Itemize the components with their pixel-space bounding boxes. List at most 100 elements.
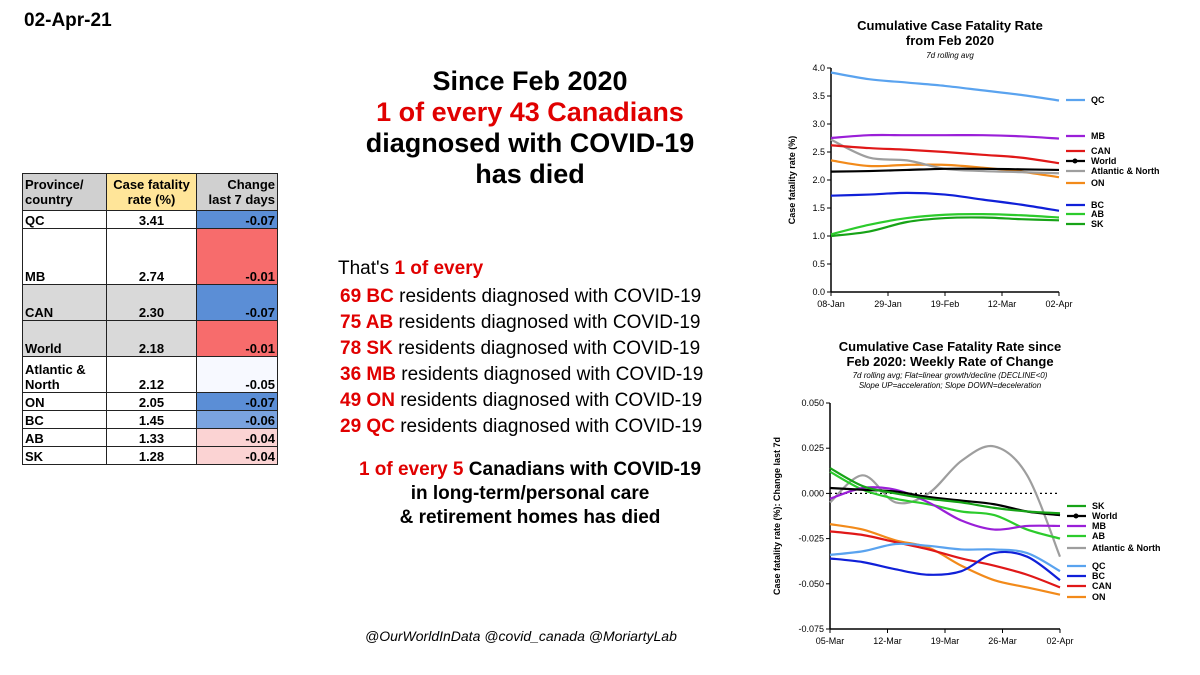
series-line	[830, 133, 1060, 140]
x-tick-label: 12-Mar	[873, 636, 902, 646]
legend-label: BC	[1091, 200, 1104, 210]
x-tick-label: 26-Mar	[988, 636, 1017, 646]
table-row: MB 2.74 -0.01	[22, 228, 278, 285]
change-cell: -0.07	[196, 284, 278, 321]
series-line	[829, 530, 1061, 589]
chart-title: Feb 2020: Weekly Rate of Change	[846, 354, 1053, 369]
province-cell: BC	[22, 410, 107, 429]
header-change: Change last 7 days	[196, 173, 278, 211]
y-tick-label: 1.5	[812, 203, 825, 213]
province-cell: Atlantic & North	[22, 356, 107, 393]
y-tick-label: 0.050	[801, 398, 824, 408]
legend-label: World	[1091, 156, 1116, 166]
y-tick-label: 2.5	[812, 147, 825, 157]
table-row: SK 1.28 -0.04	[22, 446, 278, 465]
legend-label: MB	[1091, 131, 1105, 141]
legend-label: QC	[1091, 95, 1105, 105]
legend-label: CAN	[1091, 146, 1111, 156]
province-cell: CAN	[22, 284, 107, 321]
x-tick-label: 19-Feb	[931, 299, 960, 309]
rate-cell: 2.05	[106, 392, 197, 411]
change-cell: -0.07	[196, 210, 278, 229]
resident-line: 36 MB residents diagnosed with COVID-19	[340, 364, 704, 385]
x-tick-label: 08-Jan	[817, 299, 845, 309]
change-cell: -0.04	[196, 428, 278, 447]
resident-line: 49 ON residents diagnosed with COVID-19	[340, 390, 703, 411]
change-cell: -0.01	[196, 320, 278, 357]
table-row: QC 3.41 -0.07	[22, 210, 278, 229]
resident-line: 29 QC residents diagnosed with COVID-19	[340, 416, 703, 437]
legend-marker	[1073, 513, 1079, 519]
change-cell: -0.05	[196, 356, 278, 393]
headline-line1: Since Feb 2020	[432, 66, 628, 96]
province-cell: ON	[22, 392, 107, 411]
table-row: ON 2.05 -0.07	[22, 392, 278, 411]
province-cell: SK	[22, 446, 107, 465]
rate-cell: 2.18	[106, 320, 197, 357]
headline: Since Feb 2020 1 of every 43 Canadians d…	[310, 66, 750, 190]
table-row: Atlantic & North 2.12 -0.05	[22, 356, 278, 393]
legend-label: World	[1092, 511, 1117, 521]
change-cell: -0.06	[196, 410, 278, 429]
rate-cell: 1.33	[106, 428, 197, 447]
legend-label: Atlantic & North	[1091, 166, 1160, 176]
change-cell: -0.07	[196, 392, 278, 411]
x-tick-label: 02-Apr	[1045, 299, 1072, 309]
x-tick-label: 29-Jan	[874, 299, 902, 309]
headline-line2: 1 of every 43 Canadians	[376, 97, 684, 127]
table-header-row: Province/country Case fatality rate (%) C…	[22, 173, 278, 211]
y-tick-label: 0.5	[812, 259, 825, 269]
series-line	[829, 542, 1061, 573]
legend-label: SK	[1091, 219, 1104, 229]
legend-label: BC	[1092, 571, 1105, 581]
ltc-statement: 1 of every 5 Canadians with COVID-19 in …	[358, 459, 702, 528]
series-line	[830, 216, 1060, 238]
resident-line: 69 BC residents diagnosed with COVID-19	[340, 286, 702, 307]
chart-title: Cumulative Case Fatality Rate	[857, 18, 1043, 33]
y-tick-label: 4.0	[812, 63, 825, 73]
series-line	[829, 470, 1061, 540]
chart-subtitle: Slope UP=acceleration; Slope DOWN=decele…	[859, 381, 1042, 390]
headline-line3: diagnosed with COVID-19	[365, 128, 695, 158]
cfr-table: Province/country Case fatality rate (%) C…	[22, 173, 278, 465]
legend-label: QC	[1092, 561, 1106, 571]
table-row: BC 1.45 -0.06	[22, 410, 278, 429]
series-line	[830, 167, 1060, 173]
rate-cell: 2.74	[106, 228, 197, 285]
change-cell: -0.04	[196, 446, 278, 465]
rate-cell: 2.30	[106, 284, 197, 321]
chart-title: Cumulative Case Fatality Rate since	[839, 339, 1062, 354]
y-tick-label: -0.050	[798, 579, 824, 589]
y-axis-label: Case fatality rate (%)	[787, 136, 797, 225]
legend-label: Atlantic & North	[1092, 543, 1161, 553]
province-cell: World	[22, 320, 107, 357]
y-tick-label: 0.025	[801, 443, 824, 453]
province-cell: MB	[22, 228, 107, 285]
change-cell: -0.01	[196, 228, 278, 285]
rate-cell: 1.45	[106, 410, 197, 429]
y-tick-label: 3.5	[812, 91, 825, 101]
x-tick-label: 05-Mar	[816, 636, 845, 646]
legend-label: CAN	[1092, 581, 1112, 591]
resident-line: 78 SK residents diagnosed with COVID-19	[340, 338, 701, 359]
series-line	[829, 467, 1061, 515]
y-tick-label: -0.025	[798, 534, 824, 544]
province-cell: AB	[22, 428, 107, 447]
series-line	[830, 213, 1060, 236]
legend-label: AB	[1091, 209, 1104, 219]
headline-line4: has died	[475, 159, 585, 189]
series-line	[829, 550, 1061, 582]
legend-label: SK	[1092, 501, 1105, 511]
x-tick-label: 19-Mar	[931, 636, 960, 646]
table-row: CAN 2.30 -0.07	[22, 284, 278, 321]
x-tick-label: 12-Mar	[988, 299, 1017, 309]
y-tick-label: -0.075	[798, 624, 824, 634]
province-cell: QC	[22, 210, 107, 229]
date-label: 02-Apr-21	[24, 10, 112, 31]
series-line	[830, 144, 1060, 165]
series-line	[830, 191, 1060, 212]
rate-cell: 3.41	[106, 210, 197, 229]
y-tick-label: 3.0	[812, 119, 825, 129]
